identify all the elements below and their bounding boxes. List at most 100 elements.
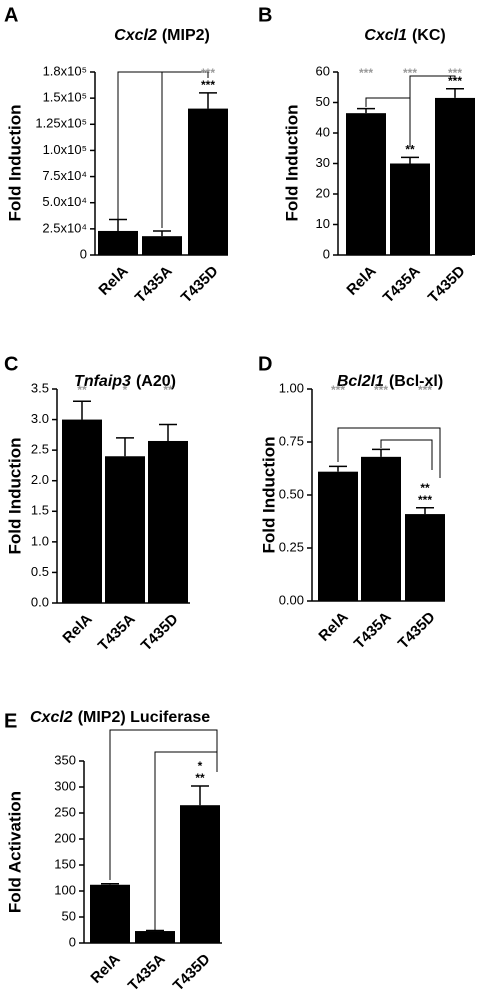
error-bar <box>191 785 209 806</box>
title-rest: (A20) <box>136 373 176 390</box>
x-tick-label: T435A <box>125 951 169 995</box>
y-tick-label: 350 <box>54 752 76 767</box>
y-tick-label: 0.5 <box>31 564 49 579</box>
panel: B Cxcl1 (KC) Fold Induction 0 10 20 30 40 50 60 Rel… <box>258 4 475 306</box>
comparison-bracket <box>409 75 456 98</box>
y-tick-label: 50 <box>62 908 76 923</box>
comparison-bracket <box>380 439 433 470</box>
y-tick-label: 40 <box>316 124 330 139</box>
bar <box>405 514 445 601</box>
x-tick-label: T435D <box>425 263 469 307</box>
panel-letter: E <box>4 710 17 732</box>
bar <box>318 471 358 601</box>
x-tick-label: T435D <box>395 609 439 653</box>
y-tick-label: 1.5x10⁵ <box>43 90 87 105</box>
panel: C Tnfaip3 (A20) Fold Induction 0.0 0.5 1.0 1.5 2… <box>4 353 190 654</box>
significance-label: *** <box>448 66 462 80</box>
title-gene: Cxcl1 <box>364 27 407 44</box>
y-axis-title: Fold Induction <box>259 436 278 553</box>
comparison-bracket <box>117 71 209 225</box>
error-bar <box>401 156 419 164</box>
y-tick-label: 2.5 <box>31 442 49 457</box>
error-bar <box>372 448 390 457</box>
panel-letter: C <box>4 353 18 375</box>
title-gene: Cxcl2 <box>30 709 73 726</box>
comparison-bracket <box>154 751 218 930</box>
bar <box>90 884 130 943</box>
error-bar <box>153 230 171 237</box>
x-tick-label: RelA <box>315 609 351 645</box>
y-tick-label: 0.75 <box>279 433 304 448</box>
y-tick-label: 0 <box>323 246 330 261</box>
significance-label: ** <box>195 771 205 785</box>
bar <box>142 236 182 255</box>
y-tick-label: 200 <box>54 830 76 845</box>
panel-title: Cxcl2 (MIP2) <box>114 27 210 44</box>
significance-label: * <box>198 759 203 773</box>
y-tick-label: 3.5 <box>31 380 49 395</box>
significance-label: ** <box>77 383 87 397</box>
significance-label: *** <box>418 493 432 507</box>
y-tick-label: 0.25 <box>279 539 304 554</box>
significance-label: *** <box>448 74 462 88</box>
error-bar <box>446 88 464 98</box>
panel: E Cxcl2 (MIP2) Luciferase Fold Activation 0 5… <box>4 709 222 994</box>
x-tick-label: T435A <box>132 263 176 307</box>
panel-title: Tnfaip3 (A20) <box>74 373 176 390</box>
error-bar <box>159 423 177 441</box>
bar <box>148 440 188 603</box>
y-tick-label: 7.5x10⁴ <box>42 168 87 183</box>
title-rest: (MIP2) Luciferase <box>78 709 211 726</box>
x-tick-label: RelA <box>87 951 123 987</box>
x-tick-label: T435D <box>138 611 182 655</box>
significance-label: *** <box>201 66 215 80</box>
significance-label: *** <box>201 78 215 92</box>
y-tick-label: 1.25x10⁵ <box>35 116 87 131</box>
bar <box>62 419 102 603</box>
x-tick-label: T435D <box>178 263 222 307</box>
y-tick-label: 2.5x10⁴ <box>42 220 87 235</box>
error-bar <box>329 465 347 472</box>
significance-label: ** <box>163 383 173 397</box>
y-tick-label: 250 <box>54 804 76 819</box>
y-tick-label: 150 <box>54 856 76 871</box>
significance-label: *** <box>359 66 373 80</box>
y-axis-title: Fold Induction <box>282 104 301 221</box>
x-tick-label: T435D <box>170 951 214 995</box>
bar <box>346 113 386 255</box>
y-tick-label: 300 <box>54 778 76 793</box>
panel: D Bcl2l1 (Bcl-xl) Fold Induction 0.00 0.25 0.5… <box>258 353 445 652</box>
panel-letter: D <box>258 353 272 375</box>
significance-label: *** <box>403 66 417 80</box>
y-axis-title: Fold Activation <box>5 791 24 913</box>
panel-title: Cxcl1 (KC) <box>364 27 445 44</box>
bar <box>180 805 220 943</box>
error-bar <box>146 929 164 932</box>
bar <box>135 931 175 943</box>
panel: A Cxcl2 (MIP2) Fold Induction 0 2.5x10⁴ 5.0x10… <box>4 4 228 306</box>
y-axis-title: Fold Induction <box>5 437 24 554</box>
comparison-bracket <box>365 97 411 146</box>
x-tick-label: T435A <box>380 263 424 307</box>
panel-title: Bcl2l1 (Bcl-xl) <box>337 373 443 390</box>
bar <box>390 163 430 255</box>
error-bar <box>101 882 119 885</box>
x-tick-label: RelA <box>95 263 131 299</box>
comparison-bracket <box>109 729 218 880</box>
title-gene: Cxcl2 <box>114 27 157 44</box>
y-tick-label: 1.00 <box>279 380 304 395</box>
panel-letter: A <box>4 4 18 26</box>
y-tick-label: 2.0 <box>31 472 49 487</box>
error-bar <box>199 92 217 109</box>
bar <box>98 230 138 255</box>
y-axis-title: Fold Induction <box>5 104 24 221</box>
y-tick-label: 0.0 <box>31 594 49 609</box>
significance-label: *** <box>331 383 345 397</box>
title-rest: (KC) <box>412 27 446 44</box>
y-tick-label: 0 <box>80 246 87 261</box>
y-tick-label: 0 <box>69 934 76 949</box>
error-bar <box>116 437 134 457</box>
y-tick-label: 1.0 <box>31 533 49 548</box>
bar <box>105 456 145 603</box>
